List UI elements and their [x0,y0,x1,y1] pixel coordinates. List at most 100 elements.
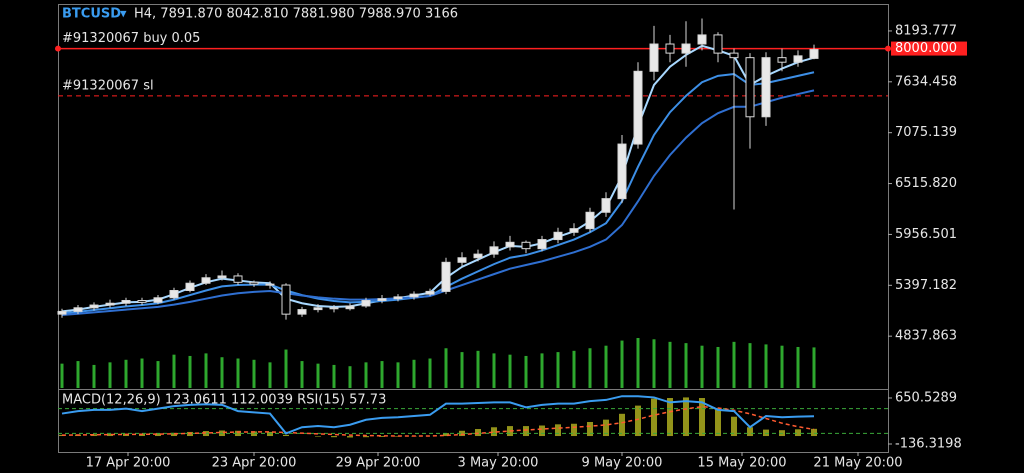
macd-bar [283,434,289,437]
volume-bar [748,343,752,388]
macd-bar [347,436,353,438]
macd-bar [155,433,161,437]
symbol: BTCUSD [62,7,121,22]
volume-bar [428,358,432,388]
volume-bar [236,358,240,388]
volume-bar [460,352,464,388]
order-label: #91320067 sl [62,78,154,93]
volume-bar [284,349,288,388]
candle-body [777,57,787,63]
volume-bar [780,345,784,388]
volume-bar [92,364,96,388]
candle-body [793,55,803,63]
y-tick-label: 8193.777 [895,23,957,38]
candle-body [217,275,227,279]
macd-bar [491,427,497,437]
macd-bar [811,428,817,437]
macd-bar [267,431,273,437]
chart-frame [58,4,889,453]
y-tick-label: 4837.863 [895,329,957,344]
volume-bar [444,348,448,388]
volume-bar [204,353,208,388]
candle-body [121,300,131,304]
macd-bar [331,436,337,438]
volume-bar [684,343,688,388]
volume-bar [636,338,640,388]
candle-body [313,307,323,311]
volume-bar [332,364,336,388]
indicator-label: MACD(12,26,9) 123.0611 112.0039 RSI(15) … [62,393,386,408]
volume-bar [412,359,416,388]
candle-body [153,297,163,303]
candle-body [585,211,595,230]
candle-body [393,296,403,300]
macd-bar [571,423,577,437]
candle-body [377,298,387,302]
moving-average [61,44,815,313]
candle-body [441,261,451,292]
volume-bar [716,346,720,388]
macd-bar [555,424,561,437]
volume-bar [524,355,528,388]
symbol-arrow[interactable]: ▾ [120,7,127,22]
order-label: #91320067 buy 0.05 [62,31,200,46]
candle-body [809,49,819,59]
macd-bar [763,429,769,437]
volume-bar [316,363,320,388]
volume-bar [60,363,64,388]
candle-body [681,43,691,54]
volume-bar [508,354,512,388]
volume-bar [172,354,176,388]
volume-bar [300,361,304,388]
volume-bar [588,348,592,388]
candle-body [249,281,259,285]
volume-bar [604,345,608,388]
volume-bar [268,362,272,388]
volume-bar [156,361,160,388]
volume-bar [108,362,112,388]
volume-bar [572,350,576,388]
macd-bar [235,430,241,437]
macd-bar [523,426,529,437]
volume-bar [812,347,816,388]
candle-body [521,241,531,250]
volume-bar [732,341,736,388]
macd-bar [683,397,689,437]
macd-bar [379,436,385,437]
x-tick-label: 9 May 20:00 [582,456,663,471]
candle-body [89,304,99,309]
candle-body [457,257,467,263]
y-tick-label: 6515.820 [895,176,957,191]
candle-body [201,277,211,284]
macd-bar [459,430,465,437]
candle-body [345,305,355,310]
candle-body [761,57,771,118]
macd-bar [107,433,113,437]
macd-bar [619,413,625,437]
candle-body [505,241,515,248]
candle-body [697,34,707,45]
macd-bar [59,434,65,437]
candle-body [553,231,563,241]
y-tick-label: -136.3198 [895,437,962,452]
macd-bar [747,427,753,437]
volume-bar [364,362,368,388]
candle-body [137,300,147,303]
macd-bar [171,432,177,437]
volume-bar [140,358,144,388]
volume-bar [556,352,560,388]
volume-bar [620,340,624,388]
macd-bar [443,433,449,437]
candle-body [105,302,115,306]
volume-bar [668,341,672,388]
candle-body [297,309,307,315]
x-tick-label: 21 May 20:00 [813,456,902,471]
candle-body [665,43,675,54]
x-tick-label: 29 Apr 20:00 [336,456,421,471]
y-tick-label: 5397.182 [895,278,957,293]
y-tick-label: 7634.458 [895,74,957,89]
moving-average [61,89,815,317]
macd-bar [315,436,321,437]
